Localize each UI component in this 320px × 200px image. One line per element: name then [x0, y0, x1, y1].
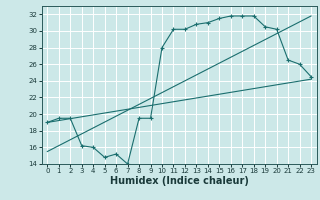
X-axis label: Humidex (Indice chaleur): Humidex (Indice chaleur)	[110, 176, 249, 186]
